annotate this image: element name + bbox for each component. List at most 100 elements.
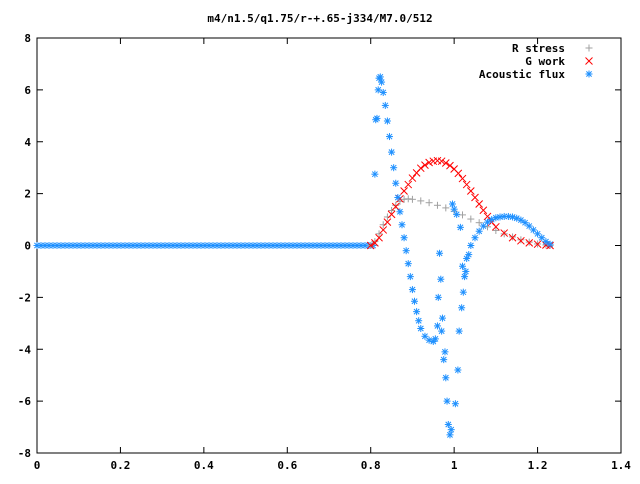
- data-point: [402, 247, 410, 255]
- data-point: [438, 327, 446, 335]
- data-point: [517, 236, 525, 245]
- data-point: [546, 240, 554, 248]
- data-point: [431, 335, 439, 343]
- data-point: [375, 230, 383, 238]
- data-point: [433, 201, 441, 209]
- data-point: [459, 288, 467, 296]
- data-point: [400, 195, 408, 203]
- data-point: [484, 218, 492, 226]
- data-point: [479, 222, 487, 230]
- x-tick-label: 1: [451, 459, 458, 472]
- data-point: [433, 322, 441, 330]
- data-point: [450, 205, 458, 213]
- data-point: [400, 187, 408, 195]
- data-point: [416, 164, 425, 173]
- data-point: [396, 208, 404, 216]
- data-point: [456, 223, 464, 231]
- legend-label: Acoustic flux: [479, 68, 565, 81]
- x-tick-label: 0.6: [277, 459, 297, 472]
- data-point: [465, 251, 473, 259]
- series-layer: [366, 73, 554, 439]
- data-point: [376, 73, 384, 81]
- data-point: [437, 157, 446, 166]
- data-point: [455, 327, 463, 335]
- data-point: [404, 260, 412, 268]
- data-point: [447, 426, 455, 434]
- data-point: [408, 286, 416, 294]
- data-point: [379, 88, 387, 96]
- data-point: [385, 133, 393, 141]
- data-point: [500, 230, 508, 238]
- legend-label: R stress: [512, 42, 565, 55]
- data-point: [388, 206, 396, 214]
- y-tick-label: 8: [24, 32, 31, 45]
- data-point: [434, 293, 442, 301]
- data-point: [371, 238, 379, 246]
- data-point: [517, 216, 525, 224]
- data-point: [404, 195, 412, 203]
- x-tick-label: 0.2: [110, 459, 130, 472]
- legend-label: G work: [525, 55, 565, 68]
- data-point: [521, 219, 529, 227]
- data-point: [542, 238, 550, 246]
- y-tick-label: 6: [24, 84, 31, 97]
- data-point: [440, 356, 448, 364]
- data-point: [467, 242, 475, 249]
- data-point: [441, 348, 449, 356]
- data-point: [479, 206, 488, 215]
- data-point: [374, 86, 382, 94]
- data-point: [471, 193, 479, 202]
- data-point: [525, 222, 533, 230]
- data-point: [448, 200, 456, 208]
- x-tick-label: 0.4: [194, 459, 214, 472]
- data-point: [454, 169, 463, 178]
- data-point: [425, 158, 433, 167]
- series-1: [366, 156, 554, 250]
- y-tick-label: -4: [18, 343, 32, 356]
- data-point: [415, 317, 423, 325]
- data-point: [509, 233, 517, 241]
- data-point: [458, 304, 466, 312]
- data-point: [442, 204, 450, 212]
- data-point: [413, 308, 421, 316]
- y-tick-label: -2: [18, 291, 31, 304]
- data-point: [379, 226, 388, 234]
- data-point: [383, 117, 391, 125]
- data-point: [388, 148, 396, 156]
- data-point: [408, 174, 417, 182]
- y-tick-label: 0: [24, 240, 31, 253]
- data-point: [390, 164, 398, 172]
- data-point: [387, 210, 396, 219]
- y-tick-label: -6: [18, 395, 32, 408]
- data-point: [442, 374, 450, 382]
- data-point: [500, 229, 509, 237]
- data-point: [451, 400, 459, 408]
- data-point: [375, 233, 383, 242]
- data-point: [454, 366, 462, 374]
- data-point: [421, 161, 429, 169]
- data-point: [383, 218, 392, 227]
- chart-title: m4/n1.5/q1.75/r-+.65-j334/M7.0/512: [207, 12, 432, 25]
- baseline-layer: [33, 242, 377, 249]
- data-point: [411, 297, 419, 305]
- data-point: [398, 221, 406, 229]
- y-tick-label: -8: [18, 447, 31, 460]
- data-point: [417, 325, 425, 332]
- data-point: [436, 249, 444, 257]
- data-point: [408, 195, 416, 203]
- data-point: [492, 214, 500, 222]
- data-point: [533, 240, 542, 249]
- data-point: [471, 234, 479, 242]
- data-point: [383, 213, 391, 221]
- data-point: [475, 200, 484, 208]
- data-point: [444, 420, 452, 428]
- data-point: [406, 273, 414, 281]
- data-point: [371, 170, 379, 178]
- data-point: [525, 239, 534, 247]
- data-point: [438, 314, 446, 322]
- data-point: [400, 234, 408, 242]
- data-point: [441, 159, 450, 167]
